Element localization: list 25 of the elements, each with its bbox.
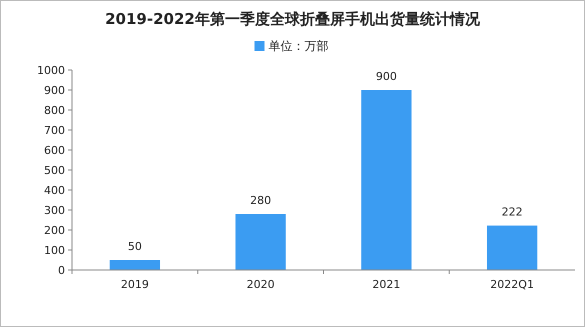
y-tick-label: 300 (44, 204, 65, 217)
x-tick-label: 2021 (372, 278, 400, 291)
y-tick-label: 400 (44, 184, 65, 197)
y-tick-label: 800 (44, 104, 65, 117)
y-tick-label: 600 (44, 144, 65, 157)
chart-title: 2019-2022年第一季度全球折叠屏手机出货量统计情况 (105, 10, 481, 28)
x-tick-label: 2020 (246, 278, 275, 291)
bar (361, 90, 412, 270)
bar (110, 260, 160, 270)
data-label: 222 (502, 206, 523, 219)
bar (486, 226, 538, 270)
y-tick-label: 700 (44, 124, 65, 137)
x-tick-label: 2019 (120, 278, 149, 291)
y-tick-label: 500 (44, 164, 65, 177)
data-label: 280 (250, 194, 272, 207)
data-label: 50 (128, 240, 142, 253)
bar (235, 214, 286, 270)
y-tick-label: 1000 (37, 64, 65, 77)
data-label: 900 (376, 70, 397, 83)
y-tick-label: 100 (44, 244, 65, 257)
y-tick-label: 0 (58, 264, 65, 277)
x-tick-label: 2022Q1 (490, 278, 534, 291)
legend-label: 单位：万部 (268, 39, 328, 53)
y-tick-label: 200 (44, 224, 65, 237)
y-tick-label: 900 (44, 84, 65, 97)
